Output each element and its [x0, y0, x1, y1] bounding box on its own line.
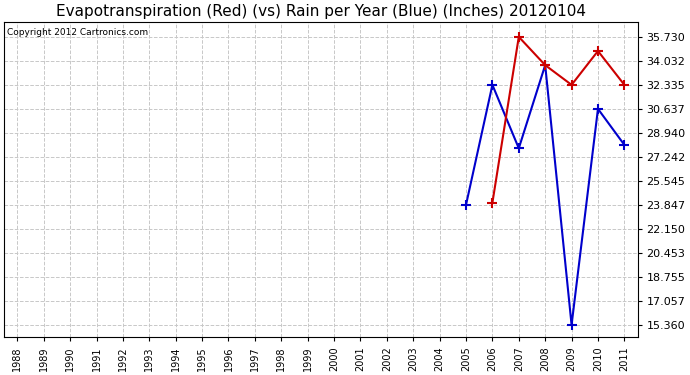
Title: Evapotranspiration (Red) (vs) Rain per Year (Blue) (Inches) 20120104: Evapotranspiration (Red) (vs) Rain per Y…	[56, 4, 586, 19]
Text: Copyright 2012 Cartronics.com: Copyright 2012 Cartronics.com	[8, 28, 148, 37]
